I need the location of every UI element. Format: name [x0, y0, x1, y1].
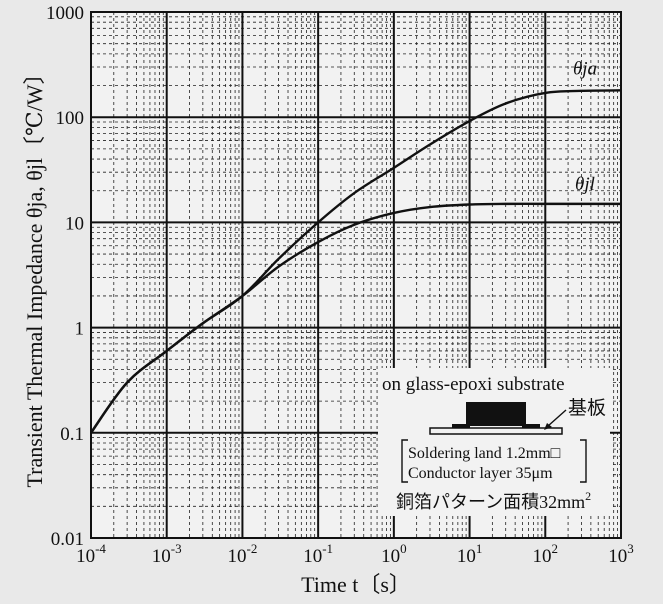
x-tick-label: 10-3: [152, 541, 182, 567]
x-tick-label: 10-1: [303, 541, 333, 567]
substrate-text: on glass-epoxi substrate: [382, 374, 565, 395]
series-label: θja: [573, 58, 597, 79]
x-tick-exponent: -1: [322, 541, 333, 556]
x-tick-base: 10: [152, 546, 171, 567]
x-tick-exponent: 0: [400, 541, 407, 556]
x-tick-label: 101: [457, 541, 483, 567]
series-line: [90, 202, 621, 434]
y-tick-label: 1: [75, 319, 85, 340]
area-text-sup: 2: [585, 489, 591, 503]
x-axis-label: Time t〔s〕: [301, 572, 411, 597]
x-tick-exponent: -2: [247, 541, 258, 556]
y-tick-label: 0.1: [60, 424, 84, 445]
x-tick-base: 10: [608, 546, 627, 567]
x-tick-exponent: -3: [171, 541, 182, 556]
y-tick-label: 1000: [46, 3, 84, 24]
bracket-left: [401, 439, 408, 483]
conductor-text: Conductor layer 35μm: [408, 465, 553, 482]
land-text: Soldering land 1.2mm□: [408, 445, 561, 462]
series-label: θjl: [575, 174, 595, 195]
y-tick-label: 0.01: [51, 529, 84, 550]
x-tick-label: 103: [608, 541, 634, 567]
x-tick-exponent: 3: [627, 541, 634, 556]
x-tick-base: 10: [381, 546, 400, 567]
x-tick-exponent: 2: [552, 541, 559, 556]
y-tick-label: 10: [65, 213, 84, 234]
board-arrow: [547, 409, 567, 427]
plot-border: [90, 11, 622, 539]
x-tick-label: 100: [381, 541, 407, 567]
substrate-annotation: on glass-epoxi substrate 基板 Soldering la…: [378, 368, 610, 516]
x-tick-base: 10: [303, 546, 322, 567]
x-tick-base: 10: [457, 546, 476, 567]
package-body: [466, 402, 526, 426]
y-tick-label: 100: [56, 108, 85, 129]
x-tick-exponent: 1: [476, 541, 483, 556]
x-tick-label: 10-2: [228, 541, 258, 567]
area-text: 銅箔パターン面積32mm2: [396, 489, 591, 512]
annotation-background: [378, 368, 610, 516]
series-curves: θja θjl: [90, 58, 622, 434]
lead-left: [452, 424, 470, 428]
area-text-main: 銅箔パターン面積32mm: [396, 492, 585, 512]
x-tick-base: 10: [228, 546, 247, 567]
pcb-board: [429, 427, 563, 435]
x-tick-exponent: -4: [95, 541, 106, 556]
x-tick-base: 10: [533, 546, 552, 567]
board-label: 基板: [568, 397, 606, 419]
x-tick-label: 10-4: [76, 541, 106, 567]
x-tick-label: 102: [533, 541, 559, 567]
lead-right: [522, 424, 540, 428]
x-tick-base: 10: [76, 546, 95, 567]
y-axis-label: Transient Thermal Impedance θja, θjl〔℃/W…: [22, 62, 47, 487]
x-tick-labels: 10-4 10-3 10-2 10-1 100 101 102 103: [76, 541, 634, 567]
bracket-right: [580, 439, 587, 483]
board-arrow-head: [544, 423, 552, 430]
y-tick-labels: 0.01 0.1 1 10 100 1000: [46, 3, 84, 550]
